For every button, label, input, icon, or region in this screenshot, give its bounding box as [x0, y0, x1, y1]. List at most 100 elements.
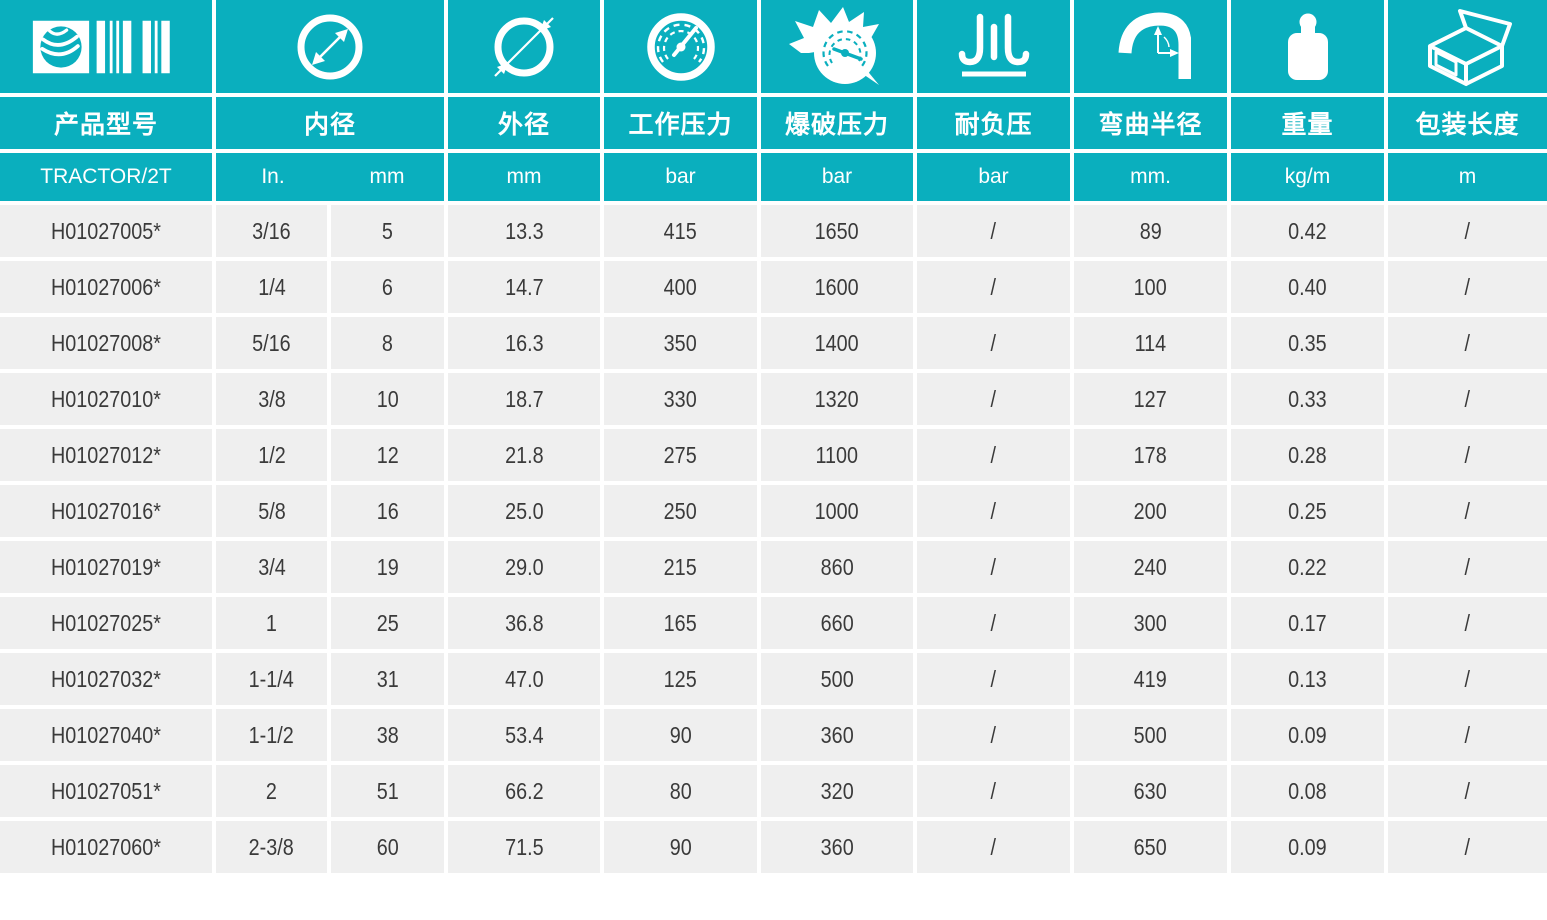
- cell-vacuum-resistance: /: [917, 485, 1070, 537]
- cell-value: 18.7: [504, 385, 544, 412]
- cell-working-pressure: 400: [604, 261, 757, 313]
- cell-inner-diameter-mm: 5: [331, 205, 444, 257]
- cell-burst-pressure: 1600: [761, 261, 913, 313]
- unit-mm: mm: [369, 165, 405, 188]
- cell-product-code: H01027008*: [0, 317, 212, 369]
- cell-value: 12: [376, 441, 399, 468]
- cell-value: 0.33: [1288, 385, 1327, 412]
- cell-product-code: H01027005*: [0, 205, 212, 257]
- cell-value: 0.42: [1288, 217, 1327, 244]
- cell-value: 400: [663, 273, 698, 300]
- cell-inner-diameter-mm: 10: [331, 373, 444, 425]
- cell-product-code: H01027010*: [0, 373, 212, 425]
- cell-value: 66.2: [504, 777, 544, 804]
- cell-value: 0.09: [1288, 833, 1327, 860]
- cell-outer-diameter: 16.3: [448, 317, 600, 369]
- cell-value: 165: [663, 609, 698, 636]
- cell-package-length: /: [1388, 709, 1547, 761]
- cell-outer-diameter: 29.0: [448, 541, 600, 593]
- cell-outer-diameter: 47.0: [448, 653, 600, 705]
- header-icon-cell-package-length: [1388, 0, 1547, 93]
- cell-value: 114: [1134, 329, 1167, 356]
- cell-bend-radius: 200: [1074, 485, 1227, 537]
- cell-value: 1/4: [257, 273, 286, 300]
- cell-value: 0.09: [1288, 721, 1327, 748]
- cell-vacuum-resistance: /: [917, 317, 1070, 369]
- header-icon-cell-burst-pressure: [761, 0, 913, 93]
- bend-radius-icon: [1118, 11, 1191, 79]
- cell-value: H01027006*: [51, 273, 161, 300]
- cell-working-pressure: 90: [604, 709, 757, 761]
- cell-inner-diameter-in: 5/16: [216, 317, 327, 369]
- cell-value: 19: [376, 553, 399, 580]
- cell-value: /: [990, 497, 997, 524]
- cell-inner-diameter-in: 1-1/2: [216, 709, 327, 761]
- cell-value: 90: [669, 721, 692, 748]
- cell-weight: 0.42: [1231, 205, 1384, 257]
- cell-package-length: /: [1388, 541, 1547, 593]
- column-unit-vacuum: bar: [917, 153, 1070, 201]
- cell-value: /: [990, 385, 997, 412]
- cell-value: 10: [376, 385, 399, 412]
- cell-package-length: /: [1388, 373, 1547, 425]
- cell-value: 419: [1133, 665, 1168, 692]
- cell-working-pressure: 275: [604, 429, 757, 481]
- cell-inner-diameter-mm: 19: [331, 541, 444, 593]
- column-label-product-model: 产品型号: [0, 97, 212, 149]
- cell-package-length: /: [1388, 821, 1547, 873]
- cell-value: 215: [663, 553, 698, 580]
- cell-bend-radius: 89: [1074, 205, 1227, 257]
- cell-value: 275: [663, 441, 698, 468]
- cell-value: /: [990, 217, 997, 244]
- cell-value: 53.4: [504, 721, 544, 748]
- cell-value: 71.5: [504, 833, 544, 860]
- cell-value: 630: [1133, 777, 1168, 804]
- cell-burst-pressure: 660: [761, 597, 913, 649]
- cell-value: 3/8: [257, 385, 286, 412]
- cell-value: 16.3: [504, 329, 544, 356]
- cell-outer-diameter: 66.2: [448, 765, 600, 817]
- burst-pressure-icon: [789, 6, 879, 85]
- header-icon-cell-bend-radius: [1074, 0, 1227, 93]
- cell-value: 1100: [815, 441, 859, 468]
- cell-vacuum-resistance: /: [917, 541, 1070, 593]
- cell-burst-pressure: 1000: [761, 485, 913, 537]
- header-icon-cell-outer-diameter: [448, 0, 600, 93]
- cell-value: 320: [820, 777, 854, 804]
- package-length-icon: [1427, 9, 1512, 86]
- cell-bend-radius: 127: [1074, 373, 1227, 425]
- cell-product-code: H01027019*: [0, 541, 212, 593]
- cell-value: 0.08: [1288, 777, 1327, 804]
- cell-vacuum-resistance: /: [917, 261, 1070, 313]
- header-icon-cell-product: [0, 0, 212, 93]
- cell-value: /: [1464, 777, 1471, 804]
- column-label-working-pressure: 工作压力: [604, 97, 757, 149]
- column-unit-package-length: m: [1388, 153, 1547, 201]
- product-code-icon: [32, 20, 170, 73]
- column-label-package-length: 包装长度: [1388, 97, 1547, 149]
- cell-value: 90: [669, 833, 692, 860]
- cell-value: 1320: [814, 385, 859, 412]
- cell-working-pressure: 80: [604, 765, 757, 817]
- cell-product-code: H01027012*: [0, 429, 212, 481]
- cell-inner-diameter-mm: 6: [331, 261, 444, 313]
- cell-inner-diameter-mm: 31: [331, 653, 444, 705]
- cell-value: /: [1464, 609, 1471, 636]
- cell-burst-pressure: 320: [761, 765, 913, 817]
- cell-working-pressure: 90: [604, 821, 757, 873]
- cell-inner-diameter-in: 2: [216, 765, 327, 817]
- cell-value: 360: [820, 833, 854, 860]
- cell-value: 3/4: [257, 553, 286, 580]
- spec-table: 产品型号 内径 外径 工作压力 爆破压力 耐负压 弯曲半径 重量 包装长度 TR…: [0, 0, 1547, 873]
- cell-value: 178: [1133, 441, 1168, 468]
- cell-weight: 0.08: [1231, 765, 1384, 817]
- cell-value: /: [990, 721, 997, 748]
- cell-weight: 0.40: [1231, 261, 1384, 313]
- cell-value: 500: [820, 665, 854, 692]
- cell-vacuum-resistance: /: [917, 429, 1070, 481]
- cell-package-length: /: [1388, 429, 1547, 481]
- cell-vacuum-resistance: /: [917, 765, 1070, 817]
- cell-value: 1000: [814, 497, 859, 524]
- cell-bend-radius: 178: [1074, 429, 1227, 481]
- cell-value: /: [990, 553, 997, 580]
